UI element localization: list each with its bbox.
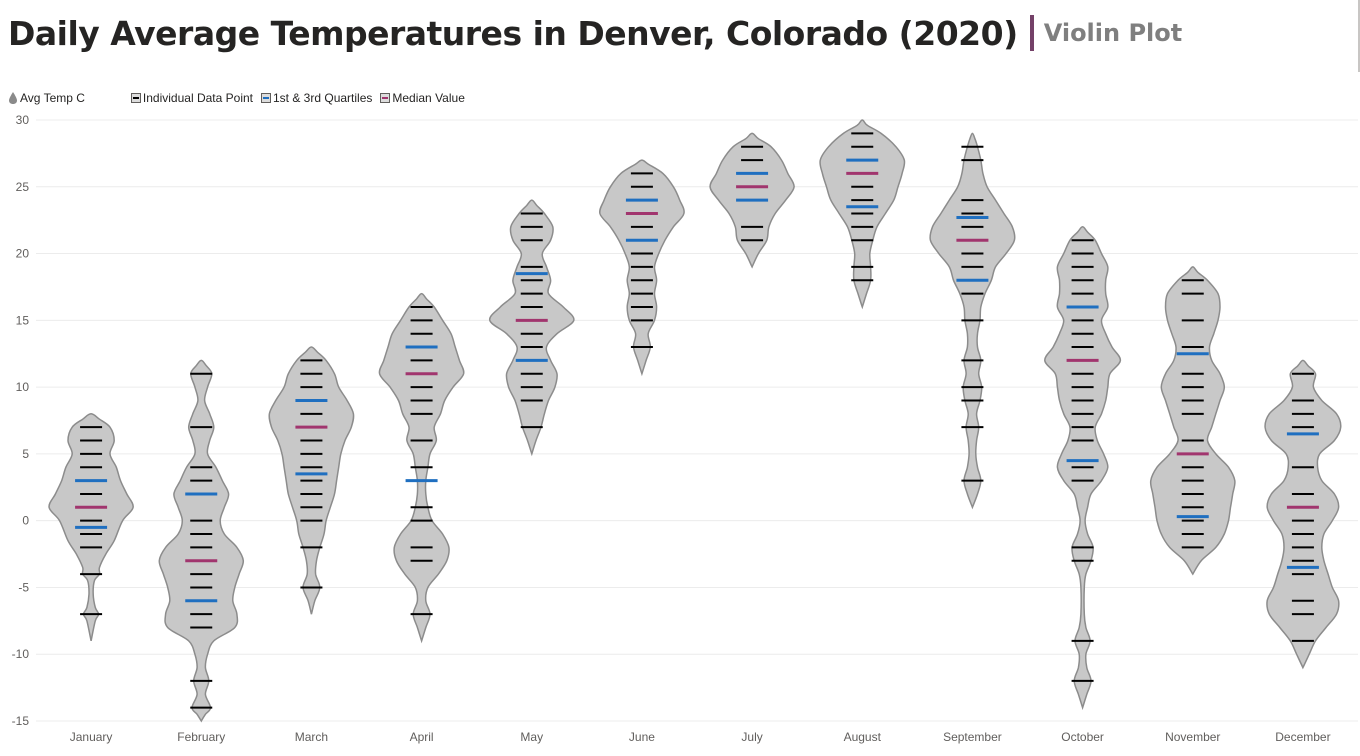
legend-item-avg-temp[interactable]: Avg Temp C [8,91,85,105]
chart-subtitle: Violin Plot [1043,19,1183,47]
y-tick-label: 30 [16,113,30,127]
x-tick-label: March [295,730,328,744]
y-tick-label: -10 [12,647,30,661]
x-tick-label: October [1061,730,1104,744]
legend-label: Individual Data Point [142,91,253,105]
legend-item-data-point[interactable]: Individual Data Point [130,91,253,105]
x-tick-label: May [520,730,543,744]
data-point-swatch-icon [130,93,141,103]
x-tick-label: August [844,730,882,744]
violin-chart: 30 25 20 15 10 5 0 -5 -10 -15 January February March… [12,113,1358,744]
violin-february [158,359,245,723]
x-tick-label: June [629,730,655,744]
y-tick-label: 10 [16,380,30,394]
y-tick-label: 5 [22,447,29,461]
x-tick-label: February [177,730,225,744]
legend: Avg Temp C Individual Data Point 1st & 3… [8,90,473,106]
y-tick-label: 0 [22,514,29,528]
x-tick-label: September [943,730,1002,744]
legend-label: Median Value [392,91,465,105]
chart-header: Daily Average Temperatures in Denver, Co… [8,10,1182,56]
visual-border [1358,0,1360,72]
violin-may [489,199,575,457]
x-tick-label: July [741,730,762,744]
droplet-icon [9,92,17,104]
legend-label: Avg Temp C [20,91,85,105]
y-tick-label: -5 [18,580,29,594]
median-swatch-icon [380,93,391,103]
y-tick-label: 15 [16,313,30,327]
legend-label: 1st & 3rd Quartiles [273,91,373,105]
quartile-swatch-icon [261,93,271,103]
violin-december [1264,359,1342,670]
legend-item-median[interactable]: Median Value [380,91,465,105]
title-separator [1029,15,1034,51]
y-tick-label: 25 [16,180,30,194]
y-tick-label: -15 [12,714,30,728]
legend-item-quartiles[interactable]: 1st & 3rd Quartiles [261,91,372,105]
x-tick-label: December [1275,730,1330,744]
x-tick-label: January [70,730,113,744]
violin-november [1149,266,1236,576]
chart-title: Daily Average Temperatures in Denver, Co… [8,13,1018,53]
y-tick-label: 20 [16,247,30,261]
x-tick-label: April [410,730,434,744]
x-tick-label: November [1165,730,1220,744]
